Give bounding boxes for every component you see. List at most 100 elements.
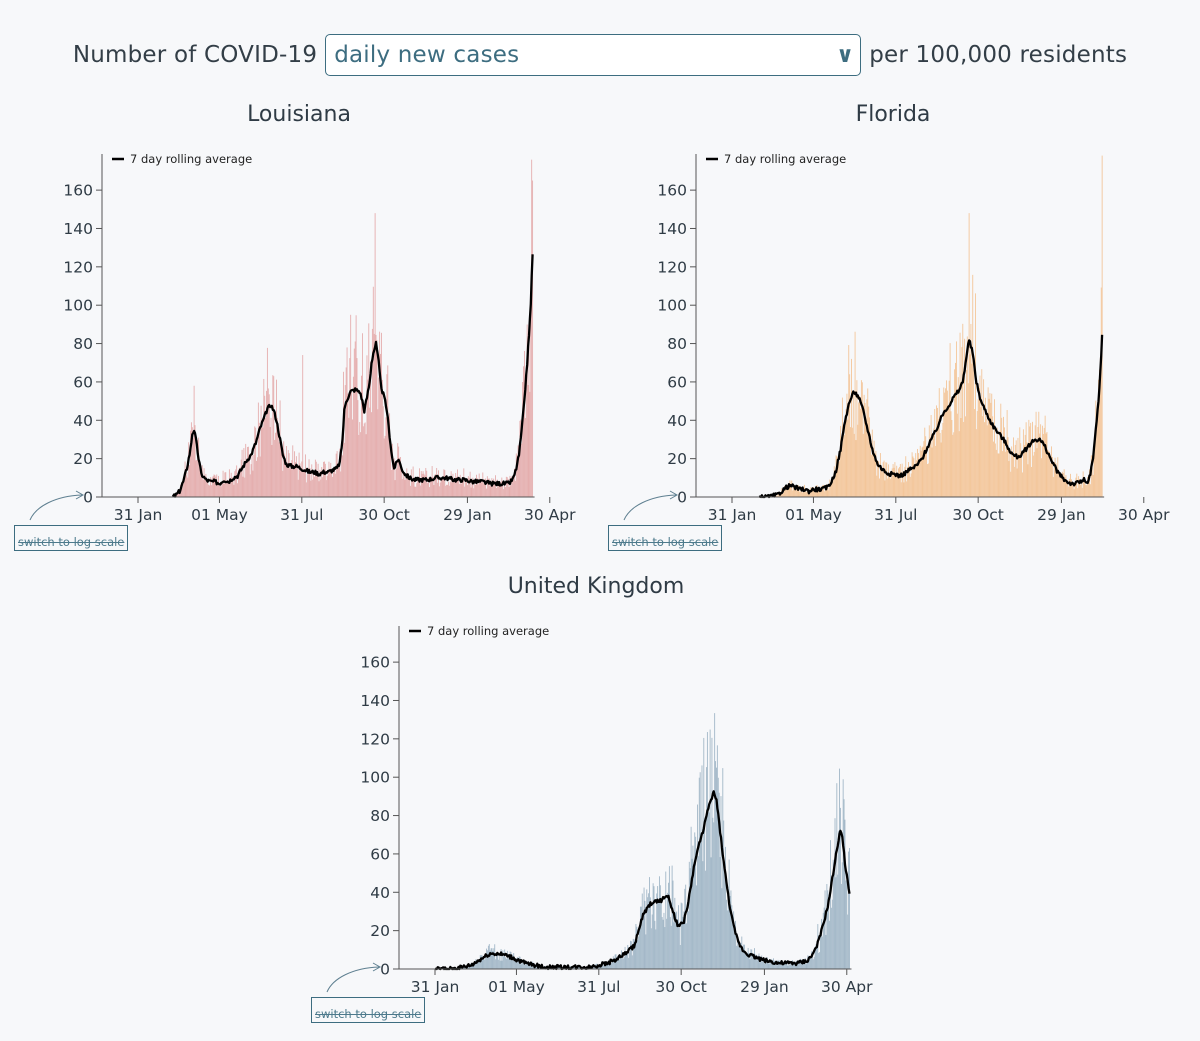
bar <box>721 888 723 969</box>
bar <box>628 957 630 969</box>
bar <box>1022 472 1023 497</box>
log-scale-button-uk[interactable]: switch to log scale <box>311 997 426 1023</box>
bar <box>277 433 279 497</box>
bar <box>492 481 494 497</box>
bar <box>1052 476 1054 497</box>
bar <box>974 293 976 497</box>
bar <box>510 485 512 497</box>
bar <box>944 392 946 497</box>
bar <box>682 916 684 969</box>
bar <box>258 422 260 497</box>
bar <box>840 425 842 497</box>
bar <box>765 962 767 969</box>
bar <box>198 437 200 497</box>
x-tick-label: 31 Jul <box>874 506 917 524</box>
bar <box>769 962 771 969</box>
bar <box>919 445 921 497</box>
bar <box>321 467 323 497</box>
bar <box>466 485 468 497</box>
bar <box>522 963 524 969</box>
bar <box>496 954 498 969</box>
bar <box>748 953 750 969</box>
bar <box>841 442 842 497</box>
bar <box>450 471 452 497</box>
bar <box>396 467 398 497</box>
bar <box>685 884 687 969</box>
bar <box>690 826 692 969</box>
bar <box>752 953 754 969</box>
bar <box>521 443 523 497</box>
bar <box>477 962 478 969</box>
bar <box>1017 437 1019 497</box>
bar <box>511 476 513 497</box>
x-tick-label: 30 Oct <box>952 506 1003 524</box>
bar <box>284 453 286 497</box>
bar <box>513 479 515 497</box>
bar <box>225 472 227 497</box>
y-tick-label: 60 <box>667 373 687 391</box>
bar <box>1085 484 1087 497</box>
bar <box>406 468 408 497</box>
bar <box>358 434 360 497</box>
bar <box>784 485 786 497</box>
bar <box>215 476 217 497</box>
bar <box>273 376 275 497</box>
bar <box>1077 488 1079 497</box>
bar <box>782 491 784 497</box>
bar <box>593 966 595 969</box>
bar <box>374 213 376 498</box>
bar <box>427 483 429 497</box>
bar <box>1050 463 1052 497</box>
bar <box>364 422 366 497</box>
bar <box>250 464 252 497</box>
log-scale-button-louisiana[interactable]: switch to log scale <box>14 525 129 551</box>
bar <box>379 331 381 497</box>
bar <box>809 959 811 969</box>
bar <box>787 965 789 969</box>
bar <box>191 427 193 497</box>
bar <box>613 960 615 969</box>
bar <box>850 427 852 497</box>
bar <box>739 948 741 969</box>
bar <box>907 467 909 497</box>
bar <box>817 489 819 497</box>
bar <box>749 959 751 969</box>
bar <box>830 483 832 497</box>
bar <box>940 442 942 497</box>
bar <box>495 488 497 497</box>
bar <box>936 407 938 497</box>
bar <box>803 960 805 969</box>
bar <box>475 484 477 497</box>
bar <box>393 458 395 497</box>
bar <box>476 474 477 497</box>
bar <box>832 859 834 969</box>
bar <box>452 473 454 497</box>
metric-select[interactable]: daily new cases ∨ <box>325 34 862 76</box>
bar <box>1068 486 1070 497</box>
log-scale-button-florida[interactable]: switch to log scale <box>608 525 723 551</box>
bar <box>384 435 386 497</box>
bar <box>991 393 993 497</box>
bar <box>740 943 742 969</box>
bar <box>815 944 817 969</box>
bar <box>704 827 706 969</box>
bar <box>314 476 315 497</box>
bar <box>1051 446 1052 497</box>
bar <box>1066 480 1068 497</box>
bar <box>467 476 469 497</box>
bar <box>532 180 534 497</box>
bar <box>305 482 307 497</box>
bar <box>1029 426 1031 497</box>
bar <box>482 472 484 497</box>
bar <box>213 474 215 497</box>
bar <box>230 472 232 497</box>
bar <box>399 457 400 497</box>
bar <box>502 950 504 969</box>
bar <box>1013 437 1014 497</box>
bar <box>961 347 963 497</box>
bar <box>666 918 668 969</box>
bar <box>604 963 606 969</box>
bar <box>767 962 769 969</box>
bar <box>1011 446 1013 497</box>
bar <box>756 960 758 969</box>
